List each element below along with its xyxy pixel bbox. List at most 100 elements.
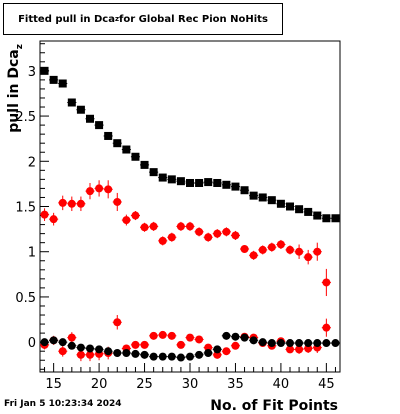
series-3 [40, 331, 340, 362]
data-point [295, 339, 304, 348]
data-point [258, 245, 267, 254]
data-point [176, 222, 185, 231]
x-tick-label: 30 [182, 377, 199, 392]
data-point [167, 233, 176, 242]
data-point [286, 202, 294, 211]
data-point [240, 186, 249, 195]
data-point [249, 251, 258, 260]
data-point [222, 347, 231, 356]
data-point [49, 336, 58, 345]
plot-frame [39, 40, 341, 373]
data-point [267, 243, 276, 252]
x-tick-label: 35 [227, 377, 244, 392]
data-point [204, 233, 213, 242]
data-point [167, 175, 176, 184]
data-point [49, 75, 58, 84]
data-point [140, 350, 149, 359]
data-point [304, 339, 313, 348]
data-point [322, 323, 331, 332]
data-point [58, 338, 67, 347]
data-point [40, 210, 49, 219]
data-point [149, 222, 158, 231]
data-point [149, 352, 158, 361]
data-point [186, 352, 194, 361]
data-point [131, 152, 140, 161]
y-tick-label: 0.5 [15, 291, 36, 306]
data-point [86, 187, 94, 196]
axis-labels-group: No. of Fit Points pull in Dcaz [6, 44, 338, 414]
y-tick-label: 1 [28, 246, 36, 261]
x-tick-label: 15 [45, 377, 62, 392]
data-point [104, 131, 113, 140]
data-point [249, 191, 258, 200]
data-point [222, 180, 231, 189]
data-point [331, 214, 340, 223]
data-point [204, 349, 213, 358]
series-0 [40, 66, 340, 223]
axis-ticks: 15 20 25 30 35 40 45 0 0.5 1 1.5 2 2.5 3 [15, 43, 336, 392]
data-point [131, 211, 140, 220]
series-2 [40, 315, 331, 362]
data-point [104, 185, 113, 194]
data-point [213, 345, 222, 354]
data-point [276, 199, 285, 208]
data-point [286, 345, 294, 354]
y-tick-label: 0 [28, 336, 36, 351]
x-tick-label: 45 [318, 377, 335, 392]
data-point [258, 193, 267, 202]
data-point [267, 196, 276, 205]
data-point [67, 341, 76, 350]
data-point [67, 333, 76, 342]
data-point [86, 350, 94, 359]
data-point [176, 353, 185, 362]
y-tick-label: 2.5 [15, 110, 36, 125]
data-point [286, 245, 294, 254]
data-point [240, 333, 249, 342]
data-point [76, 343, 85, 352]
data-point [231, 231, 240, 240]
data-point [195, 227, 204, 236]
series-1 [40, 180, 331, 297]
data-point [231, 182, 240, 191]
data-point [40, 66, 49, 75]
data-point [58, 347, 67, 356]
data-point [113, 139, 122, 148]
data-point [304, 253, 313, 262]
data-point [158, 173, 167, 182]
data-point [86, 114, 94, 123]
data-point [67, 98, 76, 107]
data-point [76, 105, 85, 114]
x-axis-label: No. of Fit Points [210, 398, 338, 414]
data-point [176, 340, 185, 349]
data-point [222, 227, 231, 236]
data-point [67, 199, 76, 208]
data-point [195, 335, 204, 344]
x-tick-label: 20 [91, 377, 108, 392]
x-tick-label: 25 [136, 377, 153, 392]
data-point [295, 205, 304, 214]
data-point [86, 344, 94, 353]
data-point [49, 215, 58, 224]
data-point [167, 331, 176, 340]
data-point [158, 236, 167, 245]
y-axis-label: pull in Dcaz [6, 44, 25, 133]
x-axis-label-text: No. of Fit Points [210, 398, 338, 414]
data-point [95, 345, 104, 354]
y-axis-label-sub: z [15, 44, 25, 49]
data-point [313, 247, 322, 256]
data-point [331, 339, 340, 348]
y-tick-label: 1.5 [15, 201, 36, 216]
data-point [104, 347, 113, 356]
data-point [186, 333, 194, 342]
data-point [313, 211, 322, 220]
data-point [113, 318, 122, 327]
chart-title-box: Fitted pull in Dca z for Global Rec Pion … [3, 3, 283, 35]
data-point [231, 341, 240, 350]
data-point [195, 178, 204, 187]
y-tick-label: 2 [28, 155, 36, 170]
data-point [276, 240, 285, 249]
data-point [140, 160, 149, 169]
data-point [122, 145, 131, 154]
data-point [149, 168, 158, 177]
